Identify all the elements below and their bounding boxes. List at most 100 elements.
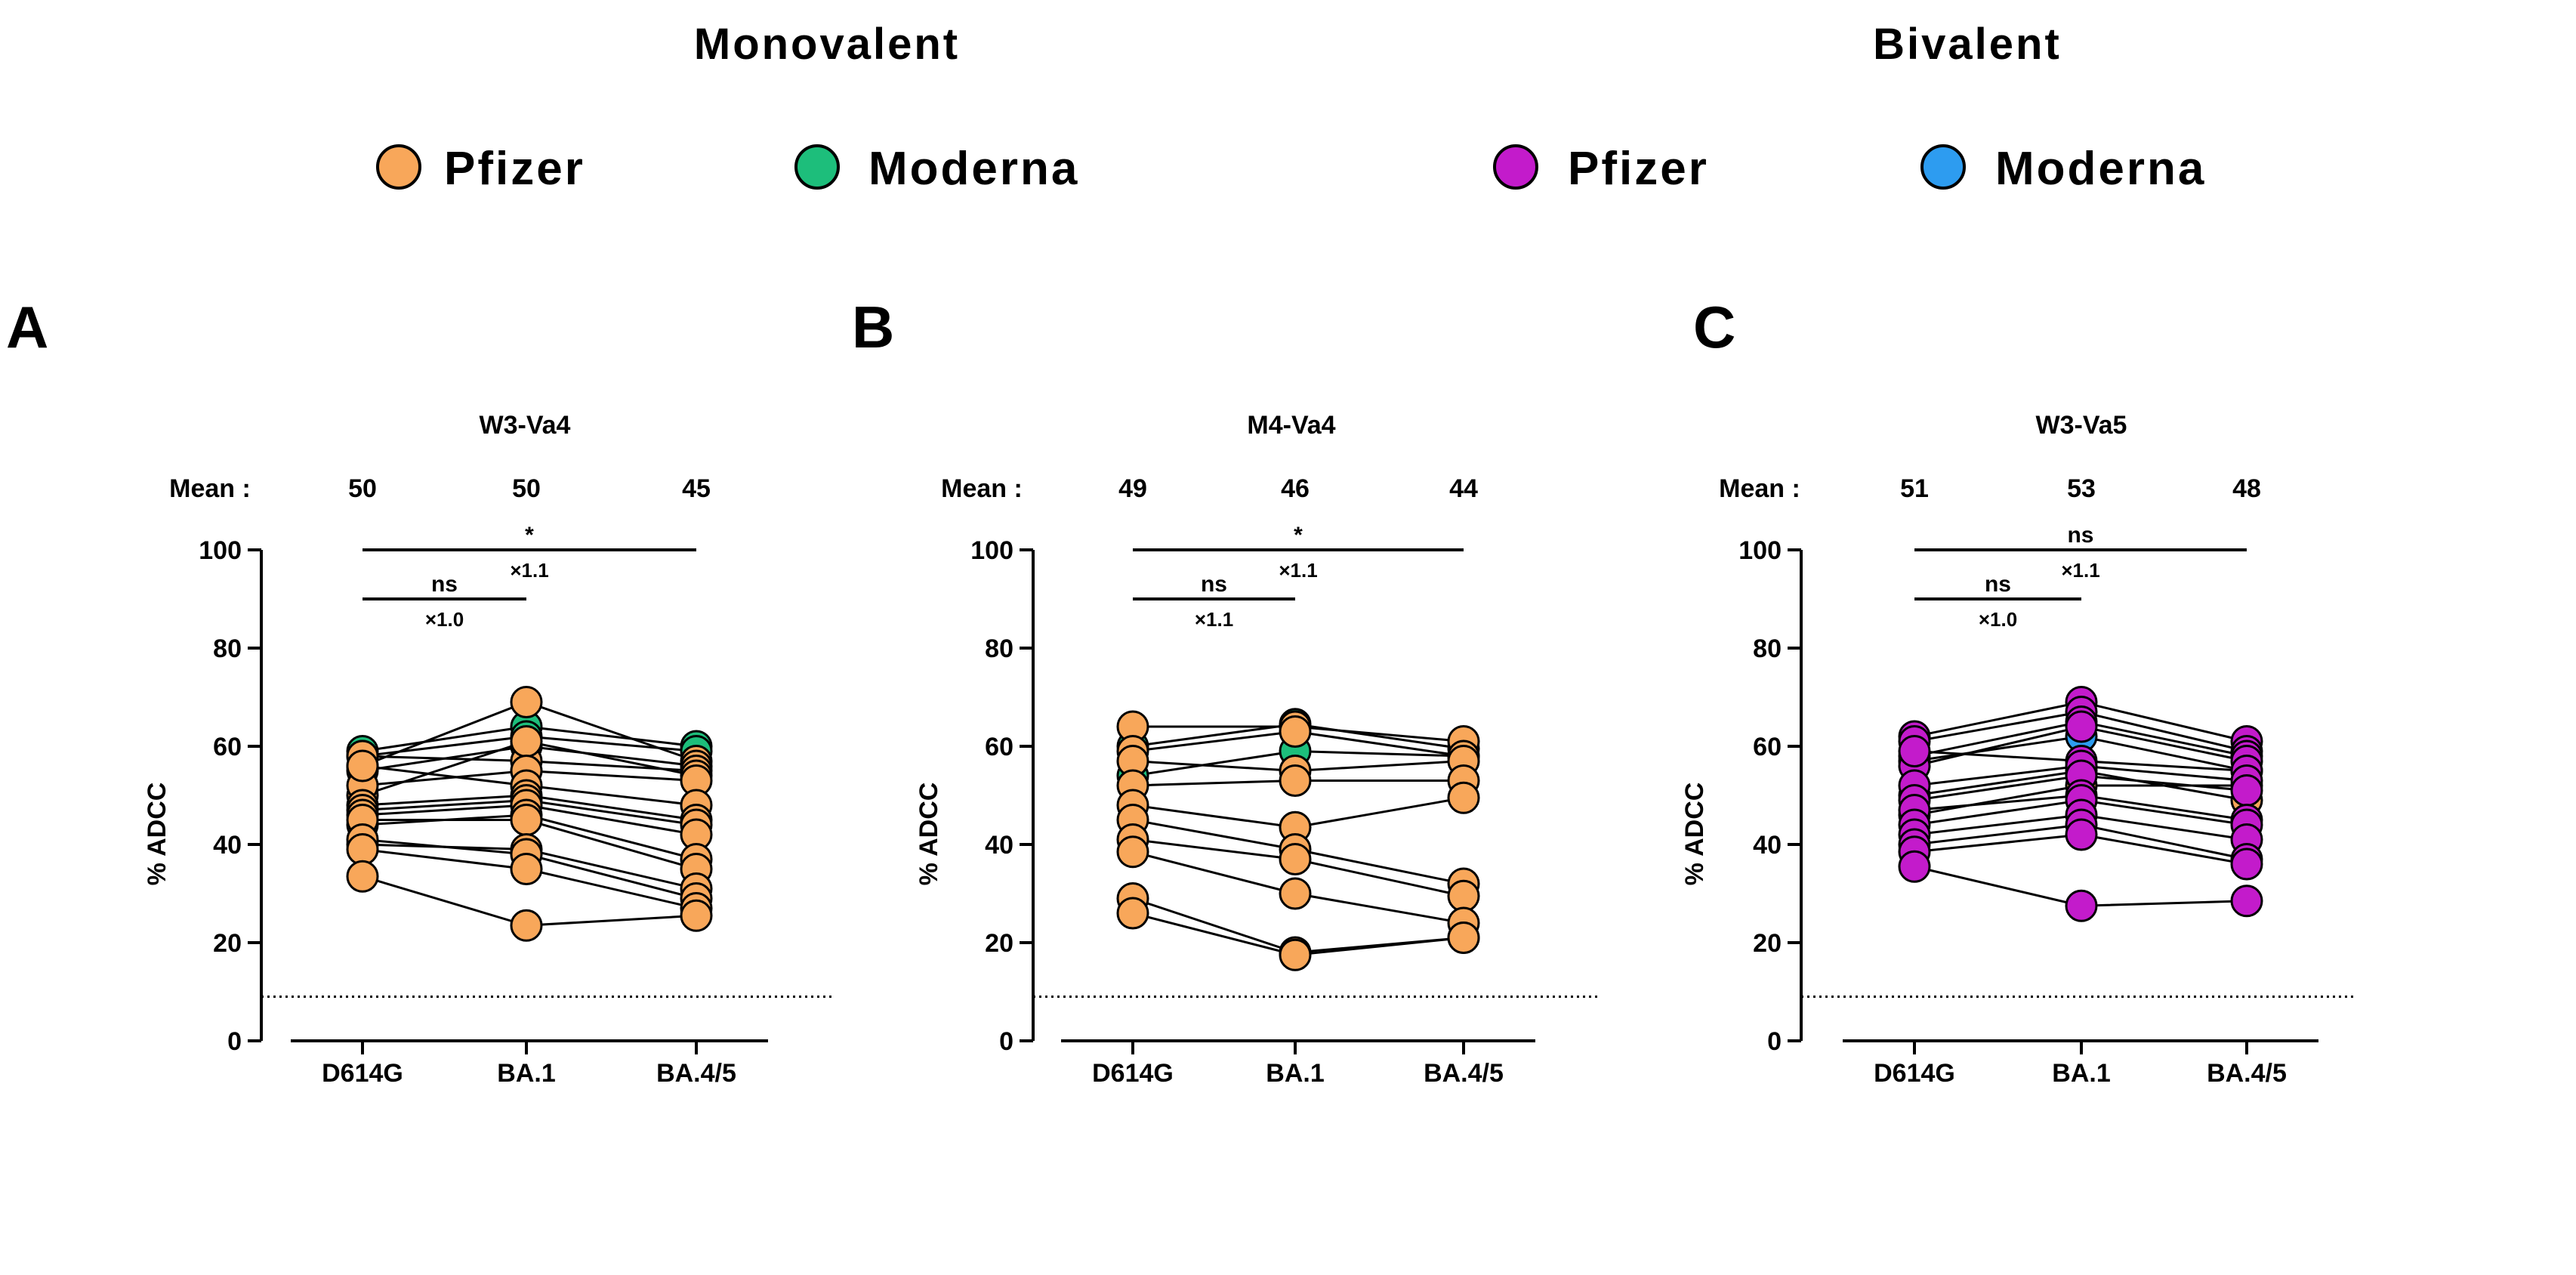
legend-marker-bivalent-pfizer [1493,144,1538,190]
significance-label: ns [431,572,458,597]
y-tick-label: 100 [1738,536,1782,565]
data-point [680,899,713,932]
mean-value: 51 [1900,474,1929,503]
mean-label: Mean : [1719,474,1800,503]
fold-change-label: ×1.0 [1979,608,2017,631]
fold-change-label: ×1.1 [1195,608,1233,631]
data-point [346,833,379,866]
data-point [510,804,543,836]
x-tick-label: BA.4/5 [2207,1059,2287,1088]
panel-letter: C [1693,294,1735,360]
significance-label: ns [1201,572,1227,597]
mean-label: Mean : [169,474,251,503]
significance-label: ns [1985,572,2011,597]
y-tick-label: 0 [1767,1027,1782,1056]
mean-value: 45 [682,474,711,503]
mean-value: 50 [348,474,377,503]
fold-change-label: ×1.0 [425,608,464,631]
data-point [1116,897,1149,930]
data-point [1279,715,1312,748]
y-axis-label: % ADCC [915,783,943,886]
y-tick-label: 60 [985,733,1013,761]
significance-label: * [525,523,534,548]
plot-area: 51 53 48 0 20 40 60 80 100 D614G BA.1 BA.4/5 ns ×1.0 n… [1738,474,2355,1088]
data-point [1898,850,1931,883]
x-tick-label: BA.1 [497,1059,555,1088]
mean-value: 46 [1281,474,1310,503]
y-tick-label: 0 [227,1027,242,1056]
fold-change-label: ×1.1 [510,559,548,582]
legend-label-bivalent-pfizer: Pfizer [1568,143,1709,195]
legend-marker-bivalent-moderna [1920,144,1966,190]
panel-title: W3-Va5 [2036,411,2127,440]
legend-title-bivalent: Bivalent [1873,20,2062,69]
plot-area: 50 50 45 0 20 40 60 80 100 D614G BA.1 BA.4/5 ns ×1.0 *… [199,474,832,1088]
x-tick-label: D614G [1874,1059,1955,1088]
panel-title: W3-Va4 [480,411,571,440]
panel-letter: B [852,294,894,360]
data-point [510,686,543,718]
data-point [1898,735,1931,767]
data-point [1447,922,1480,954]
panel-title: M4-Va4 [1247,411,1335,440]
data-point [2065,818,2098,851]
y-axis-label: % ADCC [143,783,171,886]
legend-label-monovalent-pfizer: Pfizer [444,143,585,195]
legend-label-bivalent-moderna: Moderna [1995,143,2206,195]
mean-label: Mean : [941,474,1023,503]
data-points [1116,708,1480,971]
mean-value: 49 [1118,474,1147,503]
data-point [510,725,543,758]
data-point [346,749,379,783]
mean-value: 50 [512,474,541,503]
y-tick-label: 20 [1753,929,1782,958]
y-tick-label: 60 [213,733,242,761]
fold-change-label: ×1.1 [2061,559,2099,582]
x-tick-label: D614G [322,1059,403,1088]
mean-value: 48 [2232,474,2261,503]
panel-a: A W3-Va4 Mean : % ADCC 50 50 45 0 20 40 60 80 10… [6,294,832,1088]
data-point [1279,938,1312,971]
legend-label-monovalent-moderna: Moderna [868,143,1079,195]
y-axis-label: % ADCC [1680,783,1709,886]
data-point [2065,710,2098,743]
x-tick-label: BA.1 [2052,1059,2110,1088]
y-tick-label: 0 [999,1027,1013,1056]
data-point [2230,774,2263,807]
data-point [510,853,543,885]
data-point [1447,879,1480,912]
mean-value: 53 [2067,474,2096,503]
y-tick-label: 60 [1753,733,1782,761]
significance-label: ns [2067,523,2093,548]
panel-c: C W3-Va5 Mean : % ADCC 51 53 48 0 20 40 60 80 10… [1680,294,2355,1088]
significance-label: * [1294,523,1303,548]
x-tick-label: BA.4/5 [656,1059,736,1088]
x-tick-label: BA.1 [1266,1059,1324,1088]
legend-marker-monovalent-pfizer [376,144,421,190]
data-point [1116,835,1149,869]
data-point [1279,843,1312,875]
y-tick-label: 100 [199,536,242,565]
data-points [1898,686,2263,922]
y-tick-label: 80 [213,634,242,663]
x-tick-label: BA.4/5 [1424,1059,1504,1088]
data-point [1279,877,1312,910]
data-point [1279,764,1312,797]
fold-change-label: ×1.1 [1279,559,1317,582]
plot-area: 49 46 44 0 20 40 60 80 100 D614G BA.1 BA.4/5 ns ×1.1 *… [970,474,1600,1088]
panel-letter: A [6,294,48,360]
data-points [346,686,713,942]
y-tick-label: 80 [1753,634,1782,663]
y-tick-label: 20 [213,929,242,958]
data-point [1447,781,1480,814]
y-tick-label: 80 [985,634,1013,663]
mean-value: 44 [1449,474,1478,503]
panel-b: B M4-Va4 Mean : % ADCC 49 46 44 0 20 40 60 80 10… [852,294,1600,1088]
y-tick-label: 100 [970,536,1013,565]
data-point [510,909,543,942]
y-tick-label: 40 [213,831,242,860]
data-point [346,860,379,893]
y-tick-label: 40 [1753,831,1782,860]
legend-title-monovalent: Monovalent [694,20,960,69]
